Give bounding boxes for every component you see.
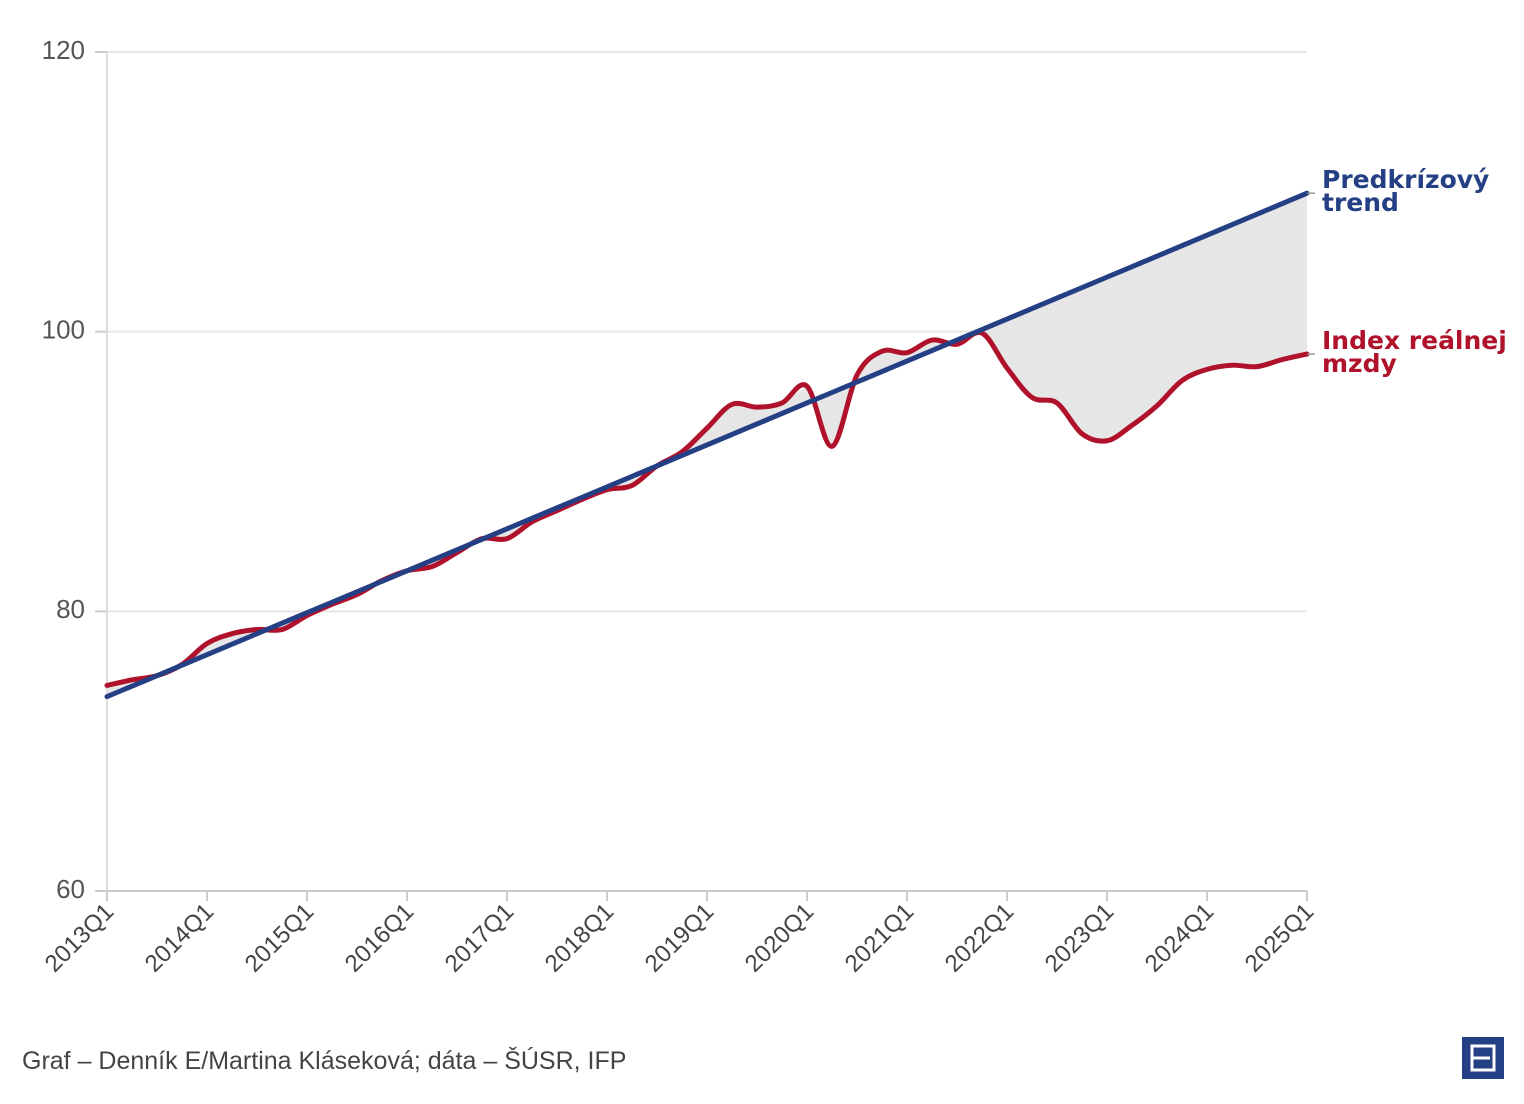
x-tick-label: 2020Q1 [740,898,819,977]
x-tick-label: 2024Q1 [1140,898,1219,977]
x-tick-label: 2021Q1 [840,898,919,977]
x-tick-label: 2015Q1 [240,898,319,977]
x-tick-label: 2017Q1 [440,898,519,977]
x-tick-label: 2019Q1 [640,898,719,977]
x-tick-label: 2022Q1 [940,898,1019,977]
y-tick-label: 100 [42,315,85,345]
series-line [104,329,1310,688]
y-tick-label: 60 [56,874,85,904]
y-tick-label: 80 [56,594,85,624]
x-tick-label: 2023Q1 [1040,898,1119,977]
x-tick-label: 2016Q1 [340,898,419,977]
y-tick-label: 120 [42,35,85,65]
x-tick-label: 2018Q1 [540,898,619,977]
x-tick-label: 2013Q1 [40,898,119,977]
series-label: Index reálnej mzdy [1322,326,1507,379]
x-tick-label: 2025Q1 [1240,898,1319,977]
x-tick-label: 2014Q1 [140,898,219,977]
logo [1462,1037,1504,1079]
series-label: Predkrízový trend [1322,165,1490,218]
series-line [104,190,1310,700]
source: Graf – Denník E/Martina Kláseková; dáta … [22,1047,627,1075]
